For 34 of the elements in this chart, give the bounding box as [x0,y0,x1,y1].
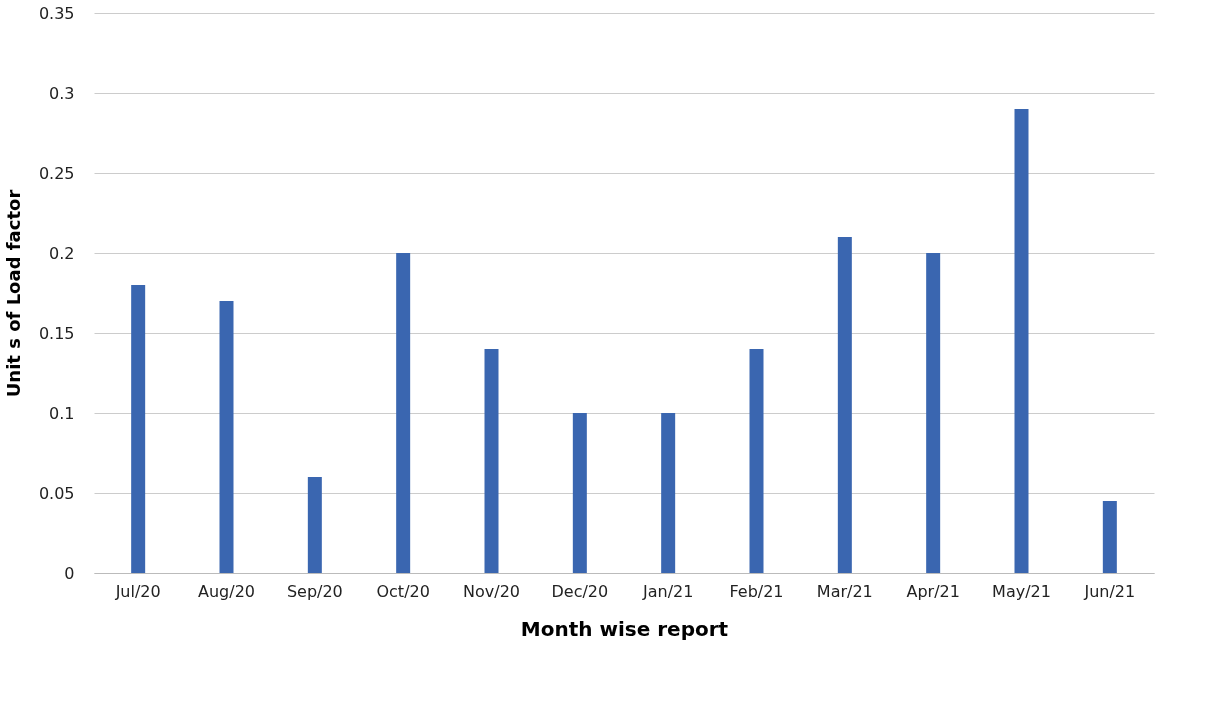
x-tick-label: Oct/20 [376,581,430,601]
x-tick-label: Nov/20 [463,581,520,601]
x-tick-label: Dec/20 [551,581,609,601]
bar [396,253,411,573]
bar [1102,501,1117,573]
x-tick-label: Mar/21 [816,581,873,601]
x-axis-title: Month wise report [520,616,729,641]
y-tick-label: 0.2 [49,243,75,263]
x-tick-label: Jan/21 [641,581,694,601]
x-tick-label: May/21 [992,581,1051,601]
y-tick-label: 0 [64,563,75,583]
y-tick-label: 0.3 [49,83,75,103]
y-tick-label: 0.25 [38,163,75,183]
bar [484,349,499,573]
x-tick-label: Feb/21 [729,581,784,601]
x-tick-label: Jul/20 [114,581,161,601]
y-axis-title: Unit s of Load factor [2,189,24,398]
bar [572,413,587,573]
bar [926,253,941,573]
y-tick-label: 0.1 [49,403,75,423]
y-tick-label: 0.05 [38,483,75,503]
bar [219,301,234,573]
x-tick-label: Jun/21 [1083,581,1136,601]
bar [307,477,322,573]
x-tick-label: Aug/20 [198,581,255,601]
bar [837,237,852,573]
bar [661,413,676,573]
x-tick-label: Sep/20 [286,581,343,601]
y-tick-label: 0.15 [38,323,75,343]
bar [131,285,146,573]
x-tick-label: Apr/21 [906,581,960,601]
bar [1014,109,1029,573]
y-tick-label: 0.35 [38,3,75,23]
bar [749,349,764,573]
